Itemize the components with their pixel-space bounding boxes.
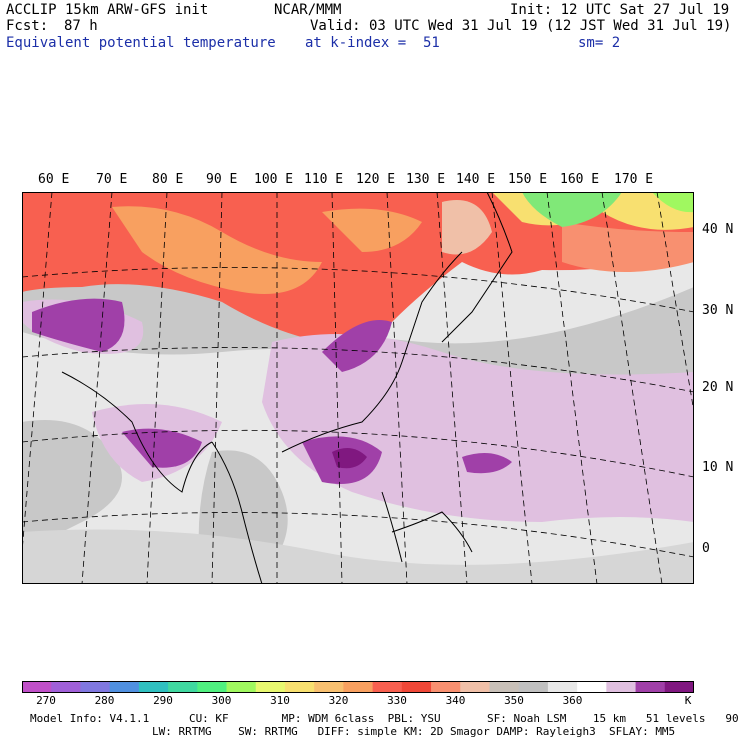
colorbar-tick-label: 290: [153, 694, 173, 707]
longitude-label: 170 E: [614, 172, 654, 187]
colorbar-swatch: [138, 681, 169, 693]
colorbar-swatch: [197, 681, 228, 693]
longitude-label: 160 E: [560, 172, 600, 187]
colorbar-swatch: [80, 681, 111, 693]
longitude-label: 130 E: [406, 172, 446, 187]
grey-region-arabian: [22, 420, 122, 552]
colorbar-swatch: [109, 681, 140, 693]
latitude-label: 40 N: [702, 222, 734, 237]
colorbar: [22, 681, 694, 693]
map-frame: [22, 192, 694, 584]
longitude-label: 100 E: [254, 172, 294, 187]
latitude-label: 0: [702, 541, 710, 556]
colorbar-swatch: [343, 681, 374, 693]
longitude-label: 150 E: [508, 172, 548, 187]
purple-maximum-bengal: [122, 428, 202, 468]
longitude-label: 60 E: [38, 172, 70, 187]
valid-time: Valid: 03 UTC Wed 31 Jul 19 (12 JST Wed …: [310, 18, 732, 34]
longitude-label: 120 E: [356, 172, 396, 187]
orange-region-central-asia: [112, 206, 322, 294]
coastlines: [61, 192, 513, 584]
colorbar-swatch: [255, 681, 286, 693]
colorbar-units: K: [684, 694, 692, 707]
deep-purple-core: [332, 448, 367, 469]
model-info-line-1: Model Info: V4.1.1 CU: KF MP: WDM 6class…: [30, 712, 740, 725]
model-info-line-2: LW: RRTMG SW: RRTMG DIFF: simple KM: 2D …: [152, 725, 676, 738]
theta-e-map: [22, 192, 694, 584]
init-time: Init: 12 UTC Sat 27 Jul 19: [510, 2, 730, 18]
green-region-northeast: [522, 192, 622, 227]
colorbar-swatch: [226, 681, 257, 693]
orange-region-mongolia: [322, 208, 422, 252]
colorbar-swatch: [606, 681, 637, 693]
colorbar-swatch: [489, 681, 520, 693]
colorbar-swatch: [664, 681, 694, 693]
colorbar-tick-label: 340: [445, 694, 466, 707]
latitude-label: 20 N: [702, 380, 734, 395]
organization-label: NCAR/MMM: [274, 2, 342, 18]
colorbar-tick-label: 350: [504, 694, 524, 707]
colorbar-swatch: [547, 681, 578, 693]
colorbar-tick-label: 330: [387, 694, 407, 707]
plot-title: ACCLIP 15km ARW-GFS init: [6, 2, 209, 18]
grey-region-south: [22, 529, 694, 584]
colorbar-swatch: [284, 681, 315, 693]
forecast-hour: 87 h: [64, 18, 98, 34]
level-label: at k-index = 51: [305, 35, 440, 51]
latitude-label: 10 N: [702, 460, 734, 475]
forecast-label: Fcst:: [6, 18, 49, 34]
longitude-label: 70 E: [96, 172, 128, 187]
colorbar-swatch: [314, 681, 344, 693]
purple-maximum-china: [322, 320, 392, 372]
colorbar-tick-label: 270: [36, 694, 56, 707]
smoothing-label: sm= 2: [578, 35, 621, 51]
colorbar-tick-label: 280: [94, 694, 115, 707]
latitude-label: 30 N: [702, 303, 734, 318]
lilac-region-tropics: [262, 334, 694, 522]
colorbar-swatch: [51, 681, 81, 693]
colorbar-tick-label: 360: [562, 694, 583, 707]
longitude-label: 140 E: [456, 172, 496, 187]
colorbar-tick-label: 300: [211, 694, 232, 707]
colorbar-swatch: [635, 681, 666, 693]
colorbar-swatch: [431, 681, 461, 693]
graticule: [22, 192, 694, 584]
colorbar-swatch: [460, 681, 490, 693]
peach-region-korea: [442, 200, 492, 255]
longitude-label: 90 E: [206, 172, 238, 187]
colorbar-swatch: [518, 681, 549, 693]
grey-band: [22, 262, 694, 392]
colorbar-frame: [22, 681, 694, 693]
longitude-label: 110 E: [304, 172, 344, 187]
salmon-band-pacific: [562, 222, 694, 272]
colorbar-tick-label: 320: [328, 694, 349, 707]
colorbar-swatch: [577, 681, 607, 693]
longitude-label: 80 E: [152, 172, 184, 187]
green-region-corner: [652, 192, 694, 213]
purple-maximum-philippine-sea: [462, 453, 512, 474]
field-name: Equivalent potential temperature: [6, 35, 276, 51]
colorbar-swatch: [372, 681, 403, 693]
colorbar-swatch: [401, 681, 432, 693]
colorbar-swatch: [22, 681, 52, 693]
colorbar-swatch: [168, 681, 198, 693]
purple-maximum-pakistan: [32, 298, 125, 352]
colorbar-tick-label: 310: [270, 694, 290, 707]
